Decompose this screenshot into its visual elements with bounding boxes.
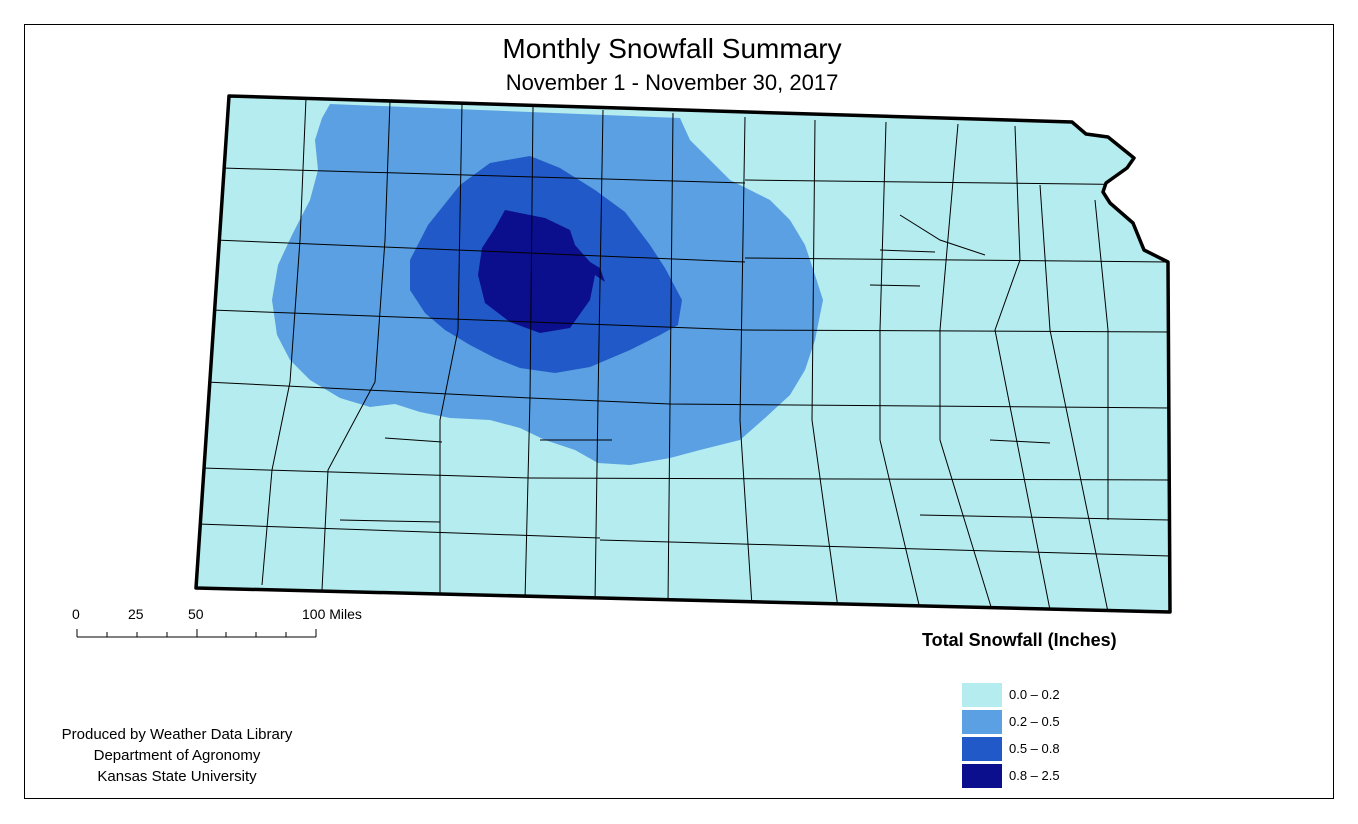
map-subtitle: November 1 - November 30, 2017 (505, 70, 839, 95)
legend-swatch (962, 683, 1002, 707)
legend-label: 0.0 – 0.2 (1009, 687, 1060, 702)
scale-label-100-miles: 100 Miles (302, 606, 362, 622)
scale-bar (76, 629, 317, 638)
kansas-state-border (194, 94, 1172, 614)
snow-zone-0.8-2.5 (478, 210, 605, 333)
credit-line: Department of Agronomy (93, 747, 261, 764)
legend-label: 0.2 – 0.5 (1009, 714, 1060, 729)
credits: Produced by Weather Data Library Departm… (30, 724, 324, 787)
legend-swatch (962, 710, 1002, 734)
legend-title: Total Snowfall (Inches) (922, 630, 1117, 650)
legend-swatch (962, 737, 1002, 761)
scale-label-25: 25 (128, 606, 144, 622)
legend-label: 0.5 – 0.8 (1009, 741, 1060, 756)
credit-line: Kansas State University (97, 768, 257, 785)
scale-label-50: 50 (188, 606, 204, 622)
scale-label-0: 0 (72, 606, 80, 622)
county-boundaries (197, 97, 1170, 612)
legend-swatch (962, 764, 1002, 788)
legend-label: 0.8 – 2.5 (1009, 768, 1060, 783)
credit-line: Produced by Weather Data Library (61, 726, 293, 743)
map-frame (24, 24, 1334, 799)
map-title: Monthly Snowfall Summary (502, 33, 842, 64)
